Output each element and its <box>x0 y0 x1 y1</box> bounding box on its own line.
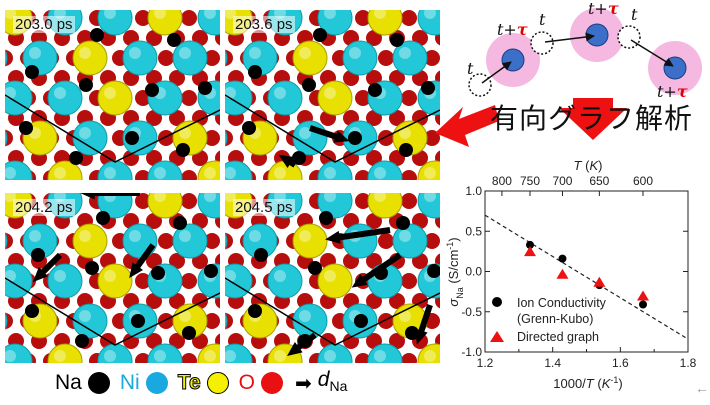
crystal-lattice-image <box>225 193 440 363</box>
svg-text:750: 750 <box>520 174 540 188</box>
svg-text:σNa (S/cm-1): σNa (S/cm-1) <box>445 237 465 306</box>
svg-text:T (K): T (K) <box>574 160 603 173</box>
d-symbol: d <box>317 367 330 391</box>
left-red-arrow-icon <box>435 105 499 147</box>
ni-atom-icon <box>145 372 168 394</box>
svg-text:1.0: 1.0 <box>465 184 482 198</box>
o-atom-icon <box>261 372 283 394</box>
svg-text:Directed graph: Directed graph <box>517 330 599 344</box>
legend-te-label: Te <box>177 371 201 395</box>
directed-graph-analysis-title: 有向グラフ解析 <box>490 102 694 135</box>
back-arrow-icon[interactable]: ← <box>695 380 709 396</box>
svg-text:0.5: 0.5 <box>465 224 482 238</box>
legend-ni-label: Ni <box>119 371 140 394</box>
svg-text:t: t <box>539 10 546 29</box>
svg-text:700: 700 <box>552 174 572 188</box>
svg-text:0.0: 0.0 <box>465 265 482 279</box>
md-snapshot-panel-1: 203.0 ps <box>5 10 220 180</box>
svg-text:t+τ: t+τ <box>657 82 688 100</box>
svg-text:t: t <box>467 59 474 78</box>
element-legend: Na Ni Te O ➡ dNa <box>55 367 347 399</box>
svg-text:t+τ: t+τ <box>588 0 619 18</box>
svg-text:-1.0: -1.0 <box>461 345 482 359</box>
down-red-arrow-icon <box>559 98 627 140</box>
svg-text:t: t <box>631 5 638 24</box>
crystal-lattice-image <box>225 10 440 180</box>
svg-text:1000/T (K-1): 1000/T (K-1) <box>553 375 622 391</box>
svg-text:Ion Conductivity: Ion Conductivity <box>517 296 607 310</box>
d-subscript: Na <box>329 378 348 395</box>
timestamp-label: 203.6 ps <box>233 16 295 33</box>
legend-na-label: Na <box>55 371 82 394</box>
md-snapshot-panel-3: 204.2 ps <box>5 193 220 363</box>
svg-text:800: 800 <box>492 174 512 188</box>
timestamp-label: 203.0 ps <box>13 16 75 33</box>
timestamp-label: 204.2 ps <box>13 199 75 216</box>
na-atom-icon <box>87 372 110 394</box>
directed-graph-schematic: t t+τ t t+τ t t+τ <box>467 0 702 100</box>
svg-text:1.2: 1.2 <box>477 356 494 370</box>
md-snapshot-panel-4: 204.5 ps <box>225 193 440 363</box>
conductivity-chart: 1.2 1.4 1.6 1.8 1.0 0.5 0.0 -0.5 -1.0 800 750 700 65… <box>445 160 697 391</box>
svg-text:(Grenn-Kubo): (Grenn-Kubo) <box>517 312 593 326</box>
svg-text:1.8: 1.8 <box>680 356 697 370</box>
svg-text:1.4: 1.4 <box>544 356 561 370</box>
svg-text:600: 600 <box>633 174 653 188</box>
crystal-lattice-image <box>5 10 220 180</box>
svg-text:1.6: 1.6 <box>612 356 629 370</box>
svg-text:-0.5: -0.5 <box>461 305 482 319</box>
timestamp-label: 204.5 ps <box>233 199 295 216</box>
svg-text:650: 650 <box>589 174 609 188</box>
md-snapshot-panel-2: 203.6 ps <box>225 10 440 180</box>
legend-o-label: O <box>238 371 255 394</box>
te-atom-icon <box>206 372 229 394</box>
legend-d-label: dNa <box>318 368 348 398</box>
displacement-arrow-icon: ➡ <box>295 372 312 395</box>
crystal-lattice-image <box>5 193 220 363</box>
svg-text:t+τ: t+τ <box>497 20 528 39</box>
